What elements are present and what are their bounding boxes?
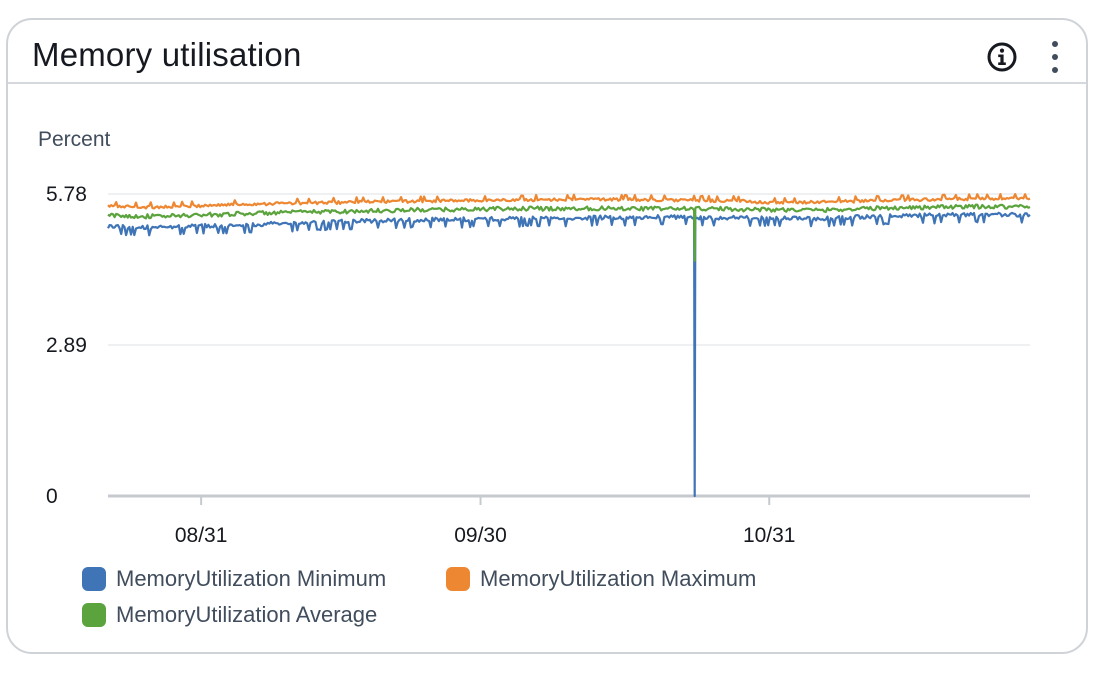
legend-swatch [446,567,470,591]
vertical-ellipsis-icon[interactable] [1048,40,1062,74]
legend-label: MemoryUtilization Maximum [480,566,757,591]
widget-title: Memory utilisation [32,36,302,73]
memory-utilisation-widget: Memory utilisation Percent 5.78 2.89 0 08/3… [6,18,1088,654]
x-tick-label: 09/30 [454,524,507,547]
legend-swatch [82,603,106,627]
y-tick-label: 5.78 [46,183,87,206]
legend-item[interactable]: MemoryUtilization Minimum [82,566,386,592]
x-tick-label: 10/31 [743,524,796,547]
series-line-maximum [107,193,1031,210]
widget-header: Memory utilisation [8,20,1086,84]
info-icon[interactable] [987,42,1017,72]
legend-item[interactable]: MemoryUtilization Average [82,602,377,628]
legend-item[interactable]: MemoryUtilization Maximum [446,566,756,592]
series-line-average [107,203,1031,262]
legend-label: MemoryUtilization Minimum [116,566,387,591]
line-chart: 5.78 2.89 0 08/31 09/30 10/31 [46,183,1031,547]
legend-swatch [82,567,106,591]
legend-label: MemoryUtilization Average [116,602,378,627]
y-axis-label: Percent [38,128,111,151]
y-tick-label: 0 [46,485,58,508]
y-tick-label: 2.89 [46,334,87,357]
series-line-minimum [107,211,1031,498]
x-tick-label: 08/31 [175,524,228,547]
